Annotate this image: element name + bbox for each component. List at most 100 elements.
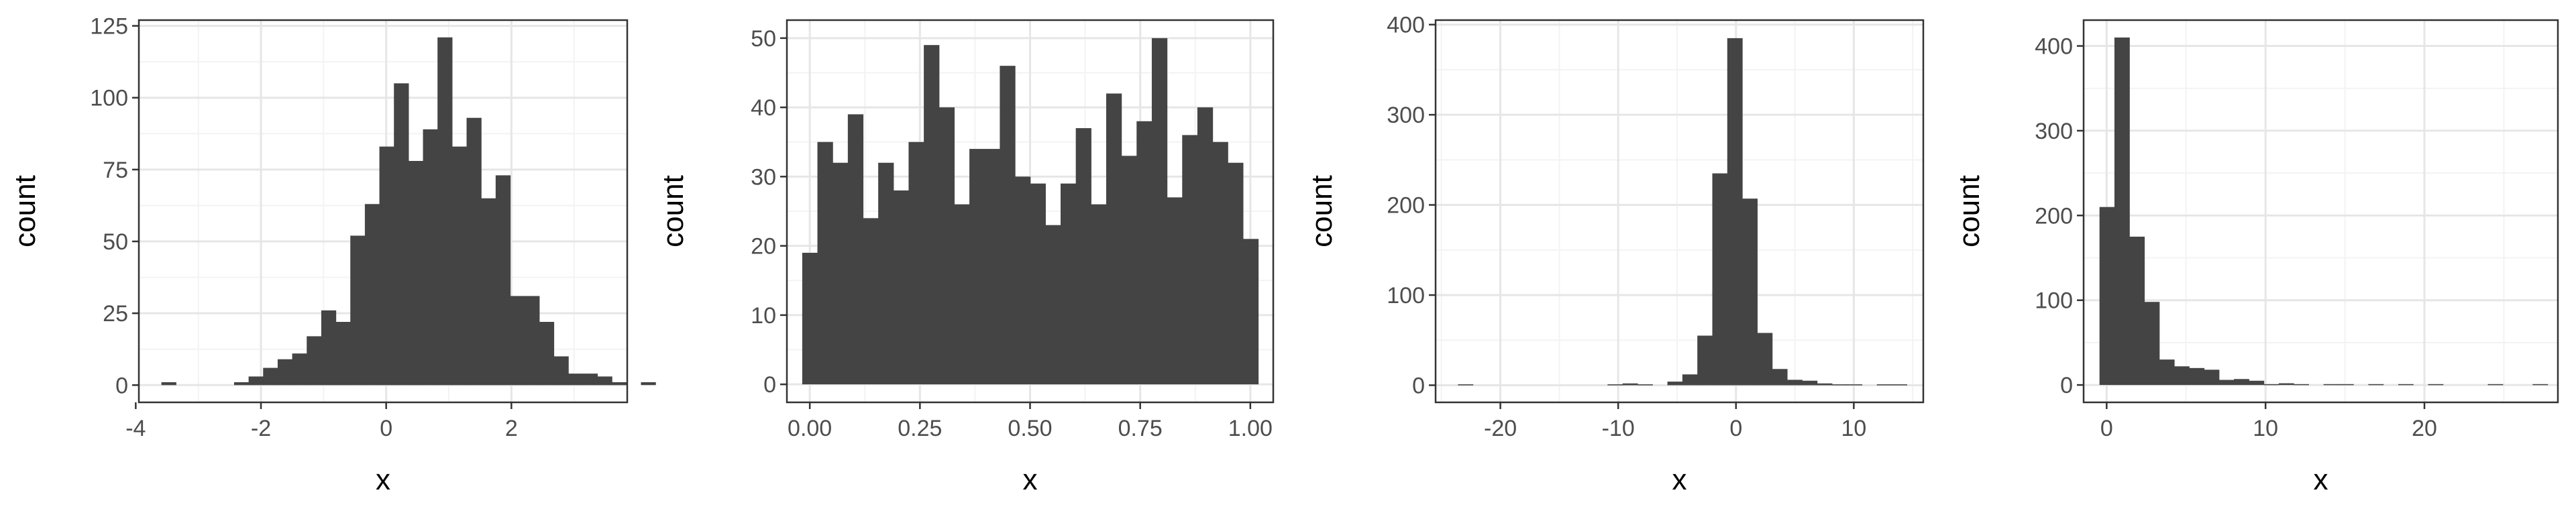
y-tick-label: 100 bbox=[1387, 283, 1425, 308]
histogram-bar bbox=[2487, 384, 2504, 386]
histogram-bar bbox=[1136, 121, 1152, 385]
x-axis-title: x bbox=[1672, 463, 1687, 496]
histogram-bar bbox=[1892, 384, 1908, 386]
y-axis-title: count bbox=[1305, 175, 1338, 247]
panel-border bbox=[2082, 19, 2559, 404]
histogram-bar bbox=[394, 83, 409, 386]
histogram-bar bbox=[451, 146, 468, 386]
histogram-bar bbox=[277, 359, 293, 386]
y-tick-label: 50 bbox=[751, 26, 776, 52]
histogram-bar bbox=[350, 235, 366, 386]
y-tick-label: 0 bbox=[2060, 373, 2073, 398]
y-axis-title: count bbox=[657, 175, 690, 247]
y-tick-label: 125 bbox=[90, 14, 128, 40]
x-tick-label: 0.50 bbox=[1008, 416, 1052, 441]
histogram-bar bbox=[2204, 369, 2220, 386]
y-axis-title: count bbox=[9, 175, 42, 247]
histogram-bar bbox=[641, 382, 656, 386]
histogram-bar bbox=[1228, 162, 1244, 385]
histogram-bar bbox=[2323, 384, 2339, 386]
histogram-bar bbox=[510, 296, 525, 386]
histogram-bar bbox=[466, 117, 482, 386]
y-tick-label: 20 bbox=[751, 234, 776, 260]
histogram-bar bbox=[802, 252, 818, 385]
histogram-bar bbox=[364, 204, 380, 386]
histogram-bar bbox=[954, 204, 970, 385]
histogram-bar bbox=[321, 310, 337, 386]
histogram-bar bbox=[938, 107, 955, 385]
y-tick-label: 10 bbox=[751, 303, 776, 329]
histogram-bar bbox=[408, 161, 424, 386]
x-tick-label: 10 bbox=[2253, 416, 2278, 441]
histogram-bar bbox=[568, 374, 584, 386]
histogram-bar bbox=[893, 190, 910, 385]
x-tick-label: 0 bbox=[380, 416, 392, 441]
y-tick-label: 300 bbox=[2035, 119, 2073, 144]
histogram-bar bbox=[1061, 183, 1077, 385]
histogram-bar bbox=[1637, 384, 1653, 386]
x-tick-label: -10 bbox=[1602, 416, 1635, 441]
x-tick-label: 20 bbox=[2412, 416, 2437, 441]
histogram-bar bbox=[878, 162, 894, 385]
histogram-bar bbox=[2129, 236, 2145, 386]
histogram-bar bbox=[1242, 239, 1259, 385]
x-tick-label: -4 bbox=[125, 416, 146, 441]
histogram-panel-1: 0 25 50 75 100 125 -4 -2 0 2 x count bbox=[9, 14, 656, 496]
histogram-bar bbox=[335, 322, 351, 386]
histogram-bar bbox=[1712, 173, 1728, 386]
histogram-bar bbox=[1697, 335, 1713, 386]
histogram-bar bbox=[2263, 384, 2279, 386]
histogram-bar bbox=[307, 336, 322, 386]
histogram-bar bbox=[1607, 384, 1623, 386]
y-tick-label: 75 bbox=[103, 158, 128, 183]
histogram-bar bbox=[495, 175, 511, 386]
histogram-bar bbox=[1075, 128, 1091, 385]
panel-border bbox=[138, 19, 629, 404]
y-tick-label: 400 bbox=[2035, 34, 2073, 60]
histogram-bar bbox=[1802, 380, 1818, 386]
histogram-bar bbox=[553, 356, 569, 386]
histogram-bar bbox=[817, 141, 833, 385]
histogram-bar bbox=[1197, 107, 1214, 385]
histogram-bar bbox=[423, 129, 438, 386]
histogram-bar bbox=[2428, 384, 2444, 386]
histogram-bar bbox=[847, 114, 864, 385]
histogram-bar bbox=[1831, 384, 1847, 386]
histogram-bar bbox=[2532, 384, 2548, 386]
x-tick-label: -2 bbox=[251, 416, 271, 441]
histogram-bar bbox=[1167, 197, 1183, 385]
x-axis-title: x bbox=[2314, 463, 2328, 496]
histogram-bar bbox=[1667, 382, 1683, 386]
y-tick-label: 200 bbox=[2035, 203, 2073, 229]
histogram-bar bbox=[1151, 38, 1168, 385]
histogram-bar bbox=[1876, 384, 1892, 386]
histogram-bar bbox=[984, 149, 1000, 385]
histogram-bar bbox=[582, 374, 598, 386]
histogram-bar bbox=[1121, 156, 1137, 385]
histogram-bar bbox=[2099, 207, 2115, 386]
x-tick-label: -20 bbox=[1484, 416, 1517, 441]
histogram-bar bbox=[2249, 380, 2265, 386]
histogram-bar bbox=[2189, 367, 2205, 386]
histogram-bar bbox=[924, 45, 940, 385]
y-tick-label: 30 bbox=[751, 164, 776, 190]
histogram-bar bbox=[1682, 374, 1698, 386]
panel-border bbox=[1434, 19, 1925, 404]
histogram-bar bbox=[2218, 380, 2235, 386]
histogram-bar bbox=[1030, 183, 1046, 385]
y-tick-label: 100 bbox=[2035, 288, 2073, 314]
y-tick-label: 0 bbox=[115, 373, 128, 398]
x-tick-label: 2 bbox=[505, 416, 518, 441]
x-axis-title: x bbox=[376, 463, 390, 496]
histogram-bar bbox=[2174, 366, 2190, 386]
histogram-bar bbox=[1817, 383, 1833, 386]
histogram-bar bbox=[2294, 384, 2309, 386]
histogram-bar bbox=[2338, 384, 2354, 386]
histogram-bar bbox=[2368, 384, 2384, 386]
y-tick-label: 0 bbox=[1412, 373, 1425, 398]
histogram-bar bbox=[1742, 198, 1758, 386]
histogram-bar bbox=[525, 296, 540, 386]
histogram-bar bbox=[1727, 38, 1743, 386]
y-tick-label: 300 bbox=[1387, 103, 1425, 128]
histogram-bar bbox=[248, 376, 264, 386]
